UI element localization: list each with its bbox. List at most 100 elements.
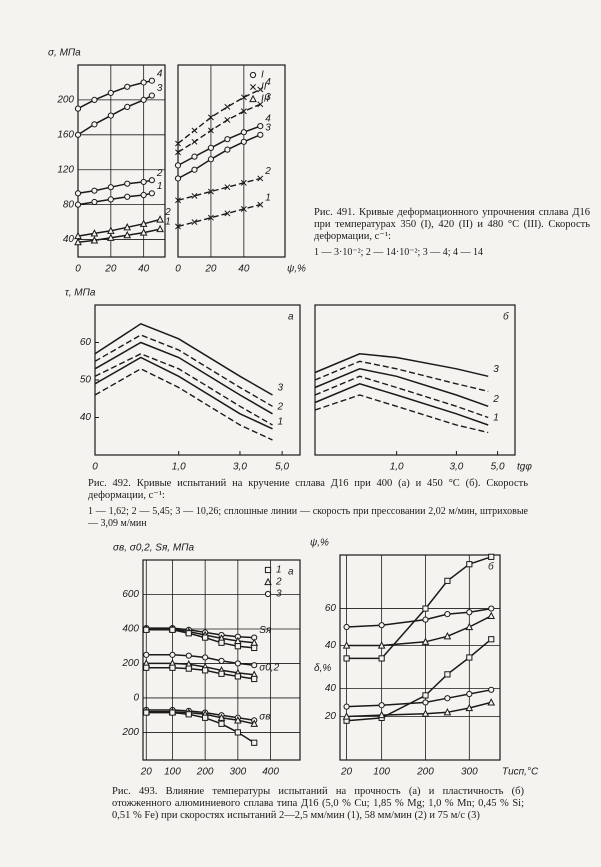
plot-frame: [142, 559, 301, 761]
legend-marker: [249, 71, 257, 79]
x-tick-label: 0: [92, 462, 98, 473]
marker: [124, 103, 131, 110]
marker: [148, 190, 155, 197]
marker: [218, 639, 225, 646]
y-tick-label: 200: [56, 95, 74, 106]
curve-label: 1: [165, 217, 171, 228]
marker: [207, 127, 214, 134]
marker: [74, 105, 82, 112]
legend-marker: [264, 577, 272, 586]
marker: [202, 667, 209, 674]
legend-label: 1: [276, 565, 282, 576]
curve-label: 1: [157, 181, 163, 192]
plot-frame: [339, 554, 501, 761]
marker: [217, 713, 226, 721]
marker: [377, 641, 386, 649]
marker: [487, 698, 496, 706]
curve: [94, 353, 273, 426]
x-tick-label: 100: [164, 767, 181, 778]
marker: [465, 622, 474, 631]
marker: [140, 96, 147, 104]
marker: [251, 662, 258, 669]
x-axis-label: ψ,%: [287, 264, 306, 275]
marker: [107, 112, 114, 119]
marker: [466, 690, 473, 698]
legend-marker: [264, 590, 272, 598]
curve: [177, 88, 261, 145]
x-tick-label: 0: [175, 264, 181, 275]
marker: [257, 122, 264, 130]
curve: [346, 701, 492, 718]
marker: [191, 192, 198, 199]
marker: [378, 702, 385, 709]
marker: [175, 140, 181, 147]
marker: [207, 188, 214, 195]
marker: [107, 196, 114, 203]
marker: [444, 671, 451, 678]
marker: [488, 605, 495, 612]
curve-label: σв: [259, 711, 270, 722]
curve-label: Sя: [259, 625, 272, 636]
marker: [156, 224, 164, 233]
caption-text: Рис. 491. Кривые деформационного упрочне…: [314, 207, 590, 242]
curve: [177, 103, 261, 153]
marker: [257, 175, 264, 182]
marker: [251, 675, 258, 683]
x-tick-label: 300: [461, 767, 478, 778]
legend-label: II: [261, 82, 267, 93]
marker: [107, 233, 115, 241]
marker: [257, 201, 264, 208]
legend-label: 3: [276, 589, 282, 600]
y-tick-label: 80: [63, 199, 75, 210]
marker: [422, 605, 429, 612]
curve-label: 1: [278, 416, 284, 427]
marker: [240, 206, 247, 212]
marker: [224, 146, 231, 153]
curve: [346, 556, 492, 660]
marker: [91, 187, 98, 194]
y-tick-label: 160: [57, 129, 74, 140]
marker: [488, 553, 495, 560]
marker: [207, 214, 214, 221]
marker: [218, 657, 225, 664]
marker: [378, 622, 385, 629]
curve: [94, 322, 273, 396]
x-tick-label: 20: [140, 767, 153, 778]
curve: [177, 177, 261, 201]
y-tick-label: 200: [121, 658, 139, 669]
curve: [314, 375, 489, 419]
y-tick-label: 20: [324, 711, 337, 722]
x-tick-label: 5,0: [491, 462, 505, 473]
marker: [343, 655, 350, 662]
marker: [74, 190, 82, 197]
legend-label: I: [261, 70, 264, 81]
panel-label: а: [288, 567, 294, 578]
marker: [251, 739, 258, 746]
marker: [143, 651, 150, 658]
marker: [123, 223, 132, 231]
marker: [466, 654, 473, 661]
marker: [251, 644, 258, 652]
y2-axis-label: δ,%: [314, 663, 331, 674]
caption-text: Рис. 493. Влияние температуры испытаний …: [112, 786, 524, 821]
marker: [207, 144, 215, 152]
marker: [175, 223, 181, 230]
curve-label: 3: [265, 92, 271, 103]
marker: [185, 630, 192, 637]
marker: [143, 626, 150, 633]
legend-marker: [249, 94, 257, 103]
marker: [234, 729, 241, 736]
marker: [169, 664, 176, 671]
marker: [343, 623, 350, 631]
curve-label: 3: [265, 122, 271, 133]
marker: [140, 79, 147, 86]
y-tick-label: 0: [133, 693, 139, 704]
marker: [240, 129, 247, 136]
marker: [234, 660, 241, 667]
y-tick-label: 60: [80, 337, 92, 348]
curve-label: 2: [156, 168, 163, 179]
x-tick-label: 100: [373, 767, 390, 778]
marker: [240, 108, 247, 115]
curve-label: 2: [264, 166, 271, 177]
